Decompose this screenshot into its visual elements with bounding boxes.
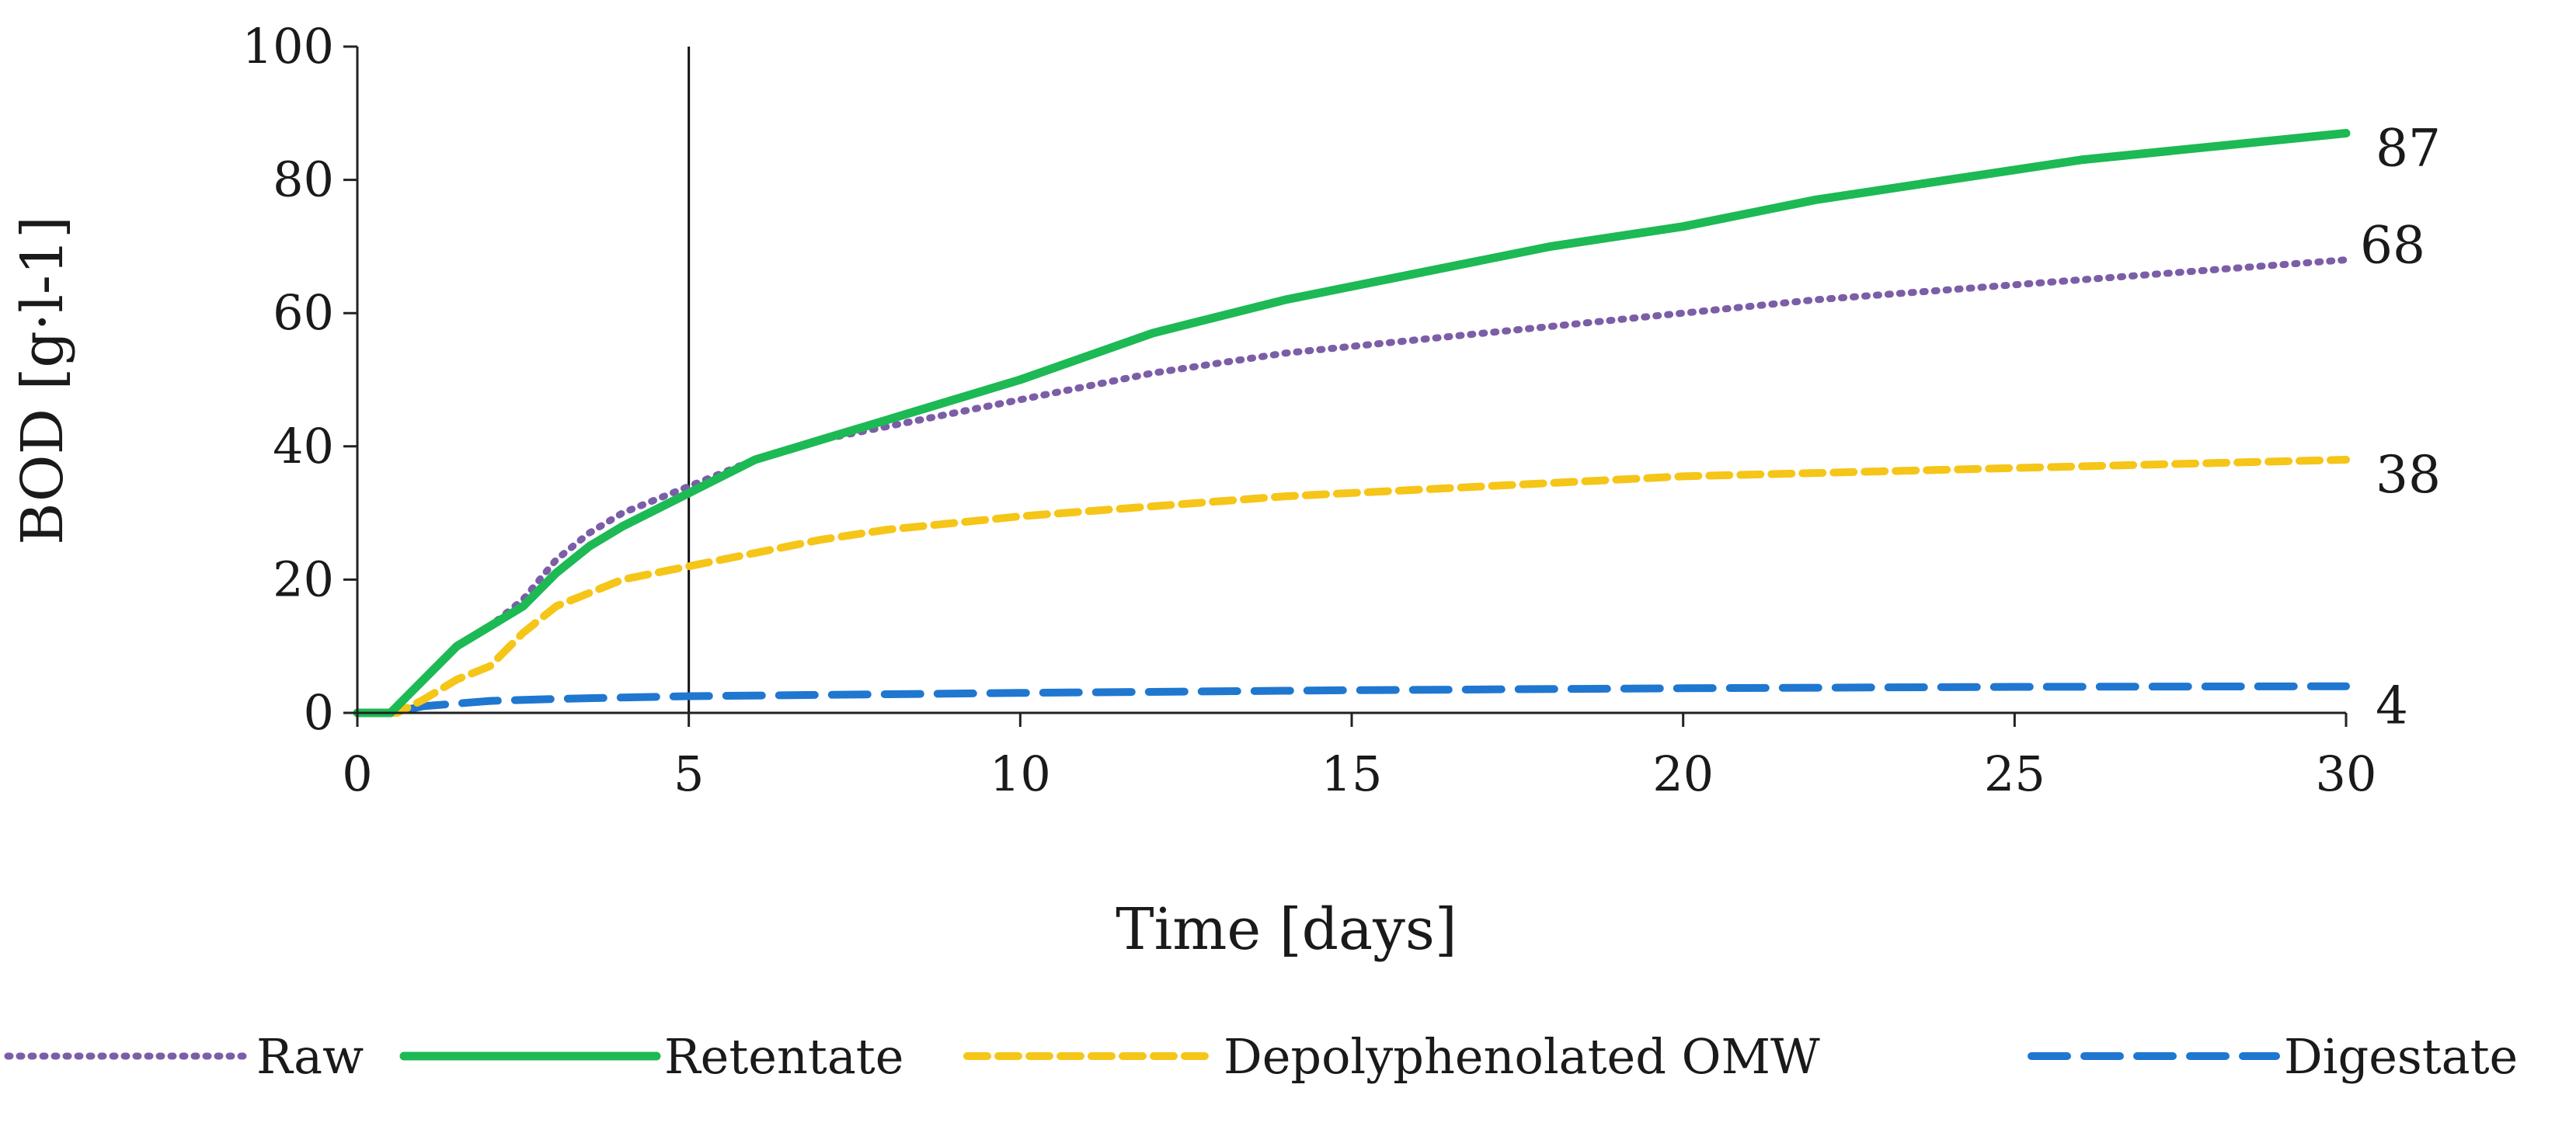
y-tick-label: 0 bbox=[304, 684, 334, 741]
end-label-raw: 68 bbox=[2360, 216, 2425, 276]
y-tick-label: 60 bbox=[273, 284, 334, 341]
legend-label-depolyphenolated-omw: Depolyphenolated OMW bbox=[1224, 1028, 1820, 1085]
legend-label-raw: Raw bbox=[256, 1028, 364, 1085]
end-label-depolyphenolated-omw: 38 bbox=[2376, 445, 2441, 505]
y-tick-label: 80 bbox=[273, 151, 334, 208]
x-tick-label: 10 bbox=[990, 745, 1051, 802]
legend: Raw Retentate Depolyphenolated OMW Digestat… bbox=[4, 1028, 2518, 1085]
plot-area: 68 87 38 4 bbox=[353, 47, 2441, 736]
x-tick-label: 0 bbox=[342, 745, 372, 802]
x-tick-label: 5 bbox=[674, 745, 704, 802]
x-tick-label: 20 bbox=[1652, 745, 1714, 802]
end-label-retentate: 87 bbox=[2376, 119, 2441, 179]
series-line-digestate bbox=[353, 682, 2350, 717]
y-tick-label: 100 bbox=[242, 18, 334, 75]
legend-label-retentate: Retentate bbox=[664, 1028, 903, 1085]
end-label-digestate: 4 bbox=[2376, 676, 2408, 736]
x-tick-label: 30 bbox=[2316, 745, 2377, 802]
x-tick-label: 15 bbox=[1321, 745, 1383, 802]
y-tick-label: 20 bbox=[273, 551, 334, 607]
series-line-raw bbox=[353, 256, 2350, 717]
x-axis-title: Time [days] bbox=[1116, 896, 1457, 963]
series-line-depolyphenolated-omw bbox=[353, 456, 2350, 717]
series-line-retentate bbox=[353, 129, 2351, 718]
x-tick-label: 25 bbox=[1984, 745, 2045, 802]
legend-label-digestate: Digestate bbox=[2284, 1028, 2518, 1085]
y-tick-label: 40 bbox=[273, 418, 334, 474]
axes: 0 20 40 60 80 100 0 5 10 15 20 25 30 bbox=[242, 18, 2377, 802]
y-axis-title: BOD [g·l-1] bbox=[9, 216, 76, 545]
